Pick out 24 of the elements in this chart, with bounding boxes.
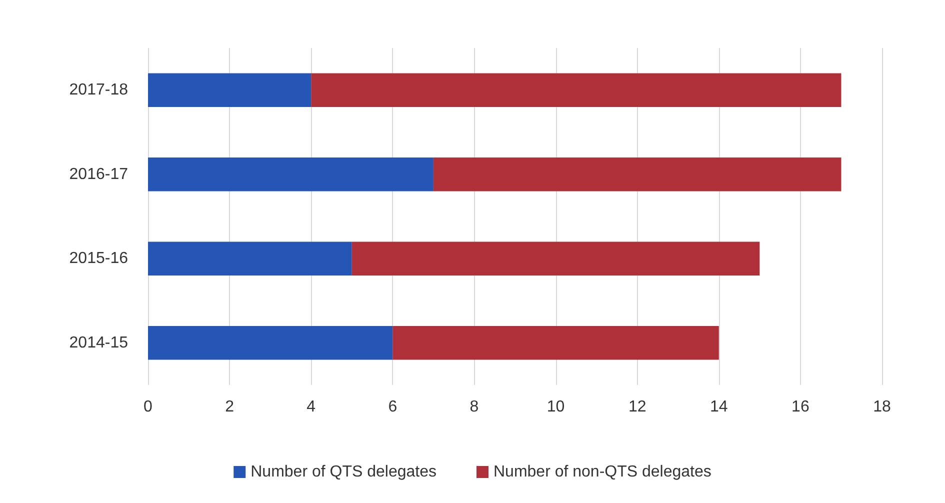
bar <box>148 73 312 107</box>
bar <box>148 158 434 192</box>
x-tick-label: 6 <box>388 398 398 416</box>
legend-label: Number of QTS delegates <box>250 464 436 480</box>
y-tick-label: 2015-16 <box>69 250 128 268</box>
x-tick-label: 14 <box>710 398 728 416</box>
bar <box>433 158 842 192</box>
bar <box>148 326 393 360</box>
y-tick-label: 2014-15 <box>69 334 128 352</box>
bar <box>392 326 719 360</box>
x-tick-label: 16 <box>792 398 810 416</box>
x-tick-label: 2 <box>225 398 234 416</box>
y-tick-label: 2016-17 <box>69 166 128 183</box>
bar <box>148 242 352 276</box>
bar <box>352 242 760 276</box>
bar <box>311 73 842 107</box>
legend-label: Number of non-QTS delegates <box>493 464 712 480</box>
x-tick-label: 18 <box>873 398 891 416</box>
x-tick-label: 12 <box>628 398 646 416</box>
x-tick-label: 8 <box>470 398 479 416</box>
x-tick-label: 0 <box>144 398 153 416</box>
y-tick-label: 2017-18 <box>69 82 128 99</box>
x-tick-label: 4 <box>306 398 316 416</box>
x-tick-label: 10 <box>546 398 565 416</box>
